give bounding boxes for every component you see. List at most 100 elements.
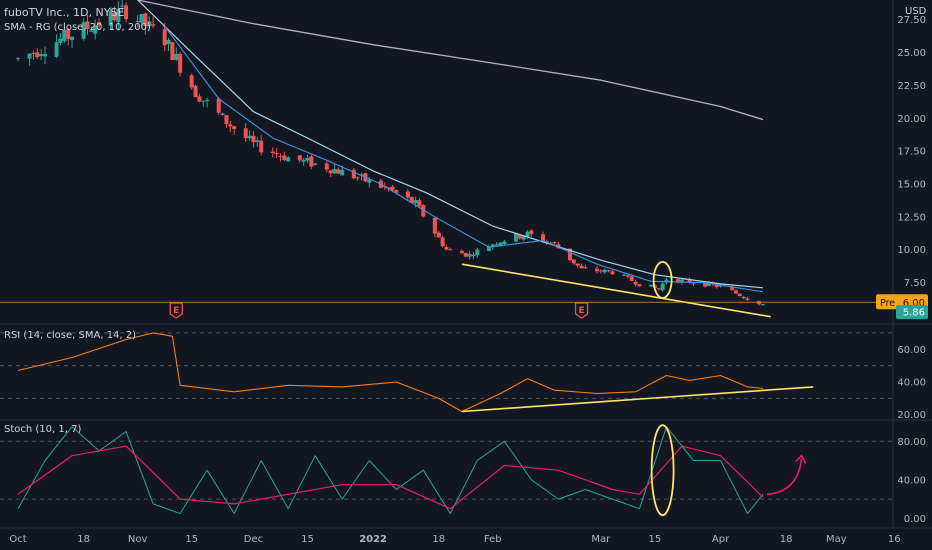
- candle-down[interactable]: [432, 217, 437, 234]
- candle-down[interactable]: [355, 177, 360, 179]
- candle-down[interactable]: [637, 284, 642, 287]
- support-trend-line[interactable]: [461, 263, 771, 318]
- candle-down[interactable]: [733, 290, 738, 294]
- candle-down[interactable]: [216, 98, 221, 113]
- candle-down[interactable]: [606, 270, 611, 272]
- candle-down[interactable]: [463, 252, 468, 257]
- candle-up[interactable]: [147, 21, 152, 27]
- candle-down[interactable]: [595, 268, 599, 272]
- candle-down[interactable]: [282, 155, 287, 161]
- candle-down[interactable]: [394, 190, 399, 193]
- candle-down[interactable]: [278, 156, 283, 158]
- candle-down[interactable]: [297, 155, 302, 161]
- candle-down[interactable]: [571, 259, 576, 264]
- candle-down[interactable]: [270, 151, 275, 154]
- candle-up[interactable]: [502, 241, 507, 244]
- rsi-line[interactable]: [17, 332, 764, 413]
- candle-down[interactable]: [228, 124, 233, 127]
- candle-down[interactable]: [444, 246, 449, 250]
- candle-down[interactable]: [197, 96, 202, 102]
- candle-down[interactable]: [552, 242, 557, 244]
- candle-up[interactable]: [174, 53, 179, 60]
- candle-up[interactable]: [340, 169, 345, 176]
- candle-up[interactable]: [81, 22, 86, 39]
- sma-legend[interactable]: SMA - RG (close, 20, 10, 200): [4, 22, 151, 33]
- stoch-pane[interactable]: [17, 424, 807, 517]
- candle-down[interactable]: [691, 283, 696, 285]
- candle-down[interactable]: [575, 263, 580, 266]
- candle-down[interactable]: [629, 276, 634, 282]
- candle-up[interactable]: [58, 38, 63, 43]
- candle-up[interactable]: [139, 14, 144, 23]
- candle-up[interactable]: [525, 231, 530, 237]
- candle-down[interactable]: [745, 298, 750, 301]
- sma-200-line[interactable]: [137, 0, 764, 121]
- candle-up[interactable]: [120, 5, 125, 7]
- candle-down[interactable]: [143, 13, 148, 26]
- candle-up[interactable]: [760, 304, 765, 306]
- stoch-k-line[interactable]: [17, 426, 764, 514]
- stoch-highlight-ellipse[interactable]: [650, 424, 675, 517]
- candle-up[interactable]: [706, 282, 711, 286]
- candle-up[interactable]: [521, 236, 526, 240]
- candle-up[interactable]: [93, 25, 98, 34]
- candle-up[interactable]: [70, 36, 75, 40]
- candle-up[interactable]: [313, 163, 318, 165]
- symbol-title[interactable]: fuboTV Inc., 1D, NYSE: [4, 6, 125, 19]
- candle-up[interactable]: [332, 168, 337, 174]
- candle-down[interactable]: [459, 250, 464, 254]
- candle-down[interactable]: [328, 170, 333, 174]
- candle-up[interactable]: [498, 242, 503, 246]
- candle-down[interactable]: [336, 169, 341, 174]
- candle-down[interactable]: [390, 186, 395, 191]
- candle-down[interactable]: [31, 53, 36, 55]
- earnings-marker[interactable]: E: [574, 302, 589, 319]
- forecast-arrow-head[interactable]: [795, 454, 807, 464]
- currency-label[interactable]: USD: [905, 6, 927, 17]
- rsi-legend[interactable]: RSI (14, close, SMA, 14, 2): [4, 330, 137, 341]
- price-highlight-ellipse[interactable]: [652, 261, 673, 299]
- candle-up[interactable]: [494, 244, 499, 246]
- candle-down[interactable]: [583, 267, 588, 269]
- candle-up[interactable]: [89, 30, 94, 32]
- rsi-trend-line[interactable]: [461, 386, 814, 413]
- candle-up[interactable]: [649, 284, 654, 287]
- candle-down[interactable]: [309, 156, 314, 167]
- candle-up[interactable]: [62, 29, 67, 42]
- forecast-arrow[interactable]: [766, 458, 803, 496]
- candle-up[interactable]: [247, 135, 252, 139]
- candle-down[interactable]: [741, 296, 746, 299]
- candle-down[interactable]: [687, 279, 692, 283]
- candle-down[interactable]: [351, 169, 356, 179]
- rsi-pane[interactable]: [17, 332, 814, 413]
- candle-down[interactable]: [243, 128, 248, 139]
- candle-down[interactable]: [124, 5, 129, 20]
- candle-down[interactable]: [151, 24, 156, 26]
- candle-up[interactable]: [301, 159, 306, 162]
- candle-down[interactable]: [625, 275, 630, 277]
- sma-10-line[interactable]: [164, 25, 764, 293]
- stoch-legend[interactable]: Stoch (10, 1, 7): [4, 424, 82, 435]
- candle-down[interactable]: [162, 29, 167, 46]
- candle-down[interactable]: [189, 75, 194, 88]
- candle-up[interactable]: [660, 283, 665, 291]
- candle-down[interactable]: [633, 281, 638, 285]
- candle-up[interactable]: [367, 179, 372, 183]
- candle-up[interactable]: [27, 53, 32, 59]
- candle-down[interactable]: [112, 12, 117, 21]
- candle-down[interactable]: [567, 248, 572, 261]
- sma-20-line[interactable]: [137, 0, 764, 289]
- candle-down[interactable]: [66, 29, 71, 39]
- candle-up[interactable]: [475, 249, 480, 256]
- candle-down[interactable]: [610, 271, 615, 275]
- candle-down[interactable]: [598, 270, 603, 272]
- candle-down[interactable]: [529, 230, 534, 235]
- candle-down[interactable]: [259, 140, 264, 153]
- candle-down[interactable]: [540, 234, 545, 242]
- candle-down[interactable]: [737, 293, 742, 297]
- candle-down[interactable]: [324, 163, 329, 170]
- candle-down[interactable]: [440, 237, 445, 247]
- candle-up[interactable]: [286, 157, 291, 162]
- candle-down[interactable]: [656, 288, 661, 290]
